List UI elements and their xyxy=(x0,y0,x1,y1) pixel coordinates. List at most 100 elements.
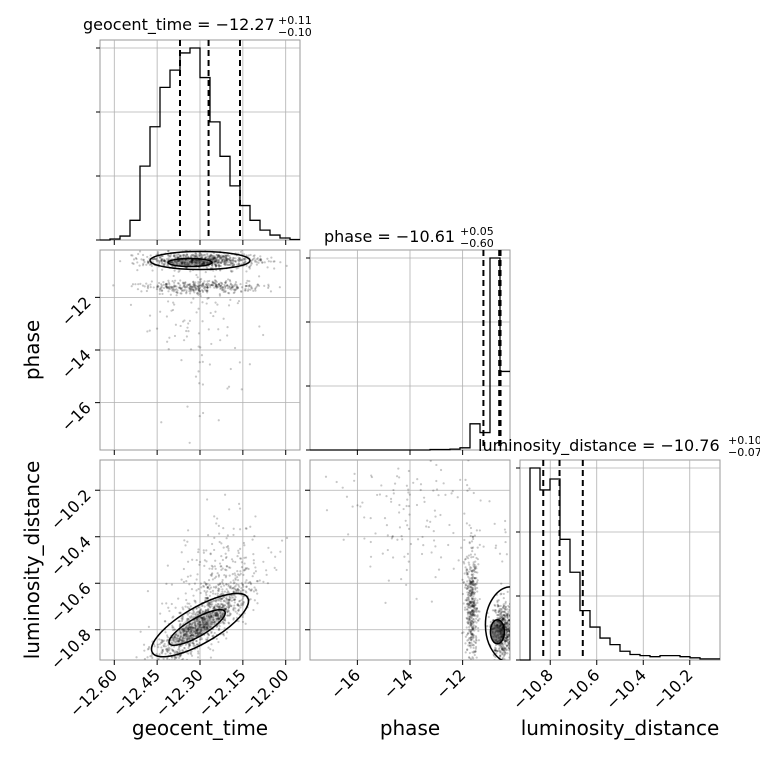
sample-point xyxy=(171,624,174,627)
sample-point xyxy=(219,286,222,289)
sample-point xyxy=(201,260,205,264)
sample-point xyxy=(177,286,180,289)
sample-point xyxy=(179,279,182,282)
sample-point xyxy=(470,593,473,596)
sample-point xyxy=(474,617,478,620)
sample-point xyxy=(167,670,169,672)
sample-point xyxy=(191,621,195,624)
sample-point xyxy=(173,303,176,306)
sample-point xyxy=(504,621,507,624)
sample-point xyxy=(187,628,190,632)
sample-point xyxy=(469,601,472,604)
sample-point xyxy=(214,600,218,603)
sample-point xyxy=(149,254,152,257)
sample-point xyxy=(190,262,193,265)
sample-point xyxy=(335,480,338,484)
sample-point xyxy=(223,256,226,259)
sample-point xyxy=(193,254,196,257)
sample-point xyxy=(225,254,228,257)
sample-point xyxy=(502,604,505,608)
sample-point xyxy=(198,290,202,293)
sample-point xyxy=(224,289,227,293)
sample-point xyxy=(184,637,187,640)
sample-point xyxy=(506,615,509,618)
sample-point xyxy=(183,646,186,650)
sample-point xyxy=(200,623,203,627)
sample-point xyxy=(503,647,507,650)
sample-point xyxy=(505,637,509,640)
sample-point xyxy=(225,260,228,263)
sample-point xyxy=(192,288,195,291)
sample-point xyxy=(473,553,477,556)
sample-point xyxy=(195,634,198,638)
sample-point xyxy=(472,583,475,586)
sample-point xyxy=(471,634,475,637)
sample-point xyxy=(193,621,196,624)
sample-point xyxy=(206,596,209,600)
sample-point xyxy=(205,549,208,552)
sample-point xyxy=(190,627,193,630)
sample-point xyxy=(215,617,219,620)
sample-point xyxy=(183,630,187,633)
sample-point xyxy=(238,613,241,616)
sample-point xyxy=(236,576,239,579)
sample-point xyxy=(219,565,222,568)
sample-point xyxy=(207,534,210,537)
sample-point xyxy=(157,281,161,285)
sample-point xyxy=(148,263,152,266)
sample-point xyxy=(199,638,202,641)
sample-point xyxy=(163,260,167,263)
sample-point xyxy=(209,257,213,261)
sample-point xyxy=(506,590,509,593)
sample-point xyxy=(467,611,470,614)
sample-point xyxy=(466,608,469,611)
sample-point xyxy=(197,260,201,263)
sample-point xyxy=(168,255,171,258)
sample-point xyxy=(469,612,472,615)
sample-point xyxy=(197,587,200,591)
sample-point xyxy=(218,256,221,259)
sample-point xyxy=(209,590,212,594)
sample-point xyxy=(476,590,479,593)
sample-point xyxy=(219,261,222,265)
sample-point xyxy=(187,626,190,629)
sample-point xyxy=(161,669,163,671)
sample-point xyxy=(475,529,478,532)
sample-point xyxy=(157,285,160,288)
sample-point xyxy=(146,589,150,593)
sample-point xyxy=(191,253,194,256)
sample-point xyxy=(192,634,195,637)
sample-point xyxy=(223,258,226,262)
sample-point xyxy=(134,283,137,286)
sample-point xyxy=(205,621,208,624)
sample-point xyxy=(462,581,465,584)
sample-point xyxy=(178,269,181,272)
sample-point xyxy=(192,285,195,288)
sample-point xyxy=(507,647,510,650)
sample-point xyxy=(172,287,175,290)
sample-point xyxy=(245,579,248,582)
sample-point xyxy=(471,668,473,670)
sample-point xyxy=(177,639,180,643)
sample-point xyxy=(511,625,513,627)
sample-point xyxy=(141,284,145,287)
sample-point xyxy=(222,632,225,635)
sample-point xyxy=(196,623,199,626)
sample-point xyxy=(477,639,481,642)
sample-point xyxy=(220,603,224,606)
sample-point xyxy=(233,288,236,291)
sample-point xyxy=(218,294,222,297)
sample-point xyxy=(196,632,199,635)
sample-point xyxy=(196,610,199,613)
sample-point xyxy=(228,285,231,288)
sample-point xyxy=(186,405,189,408)
sample-point xyxy=(166,648,169,651)
sample-point xyxy=(216,605,219,608)
sample-point xyxy=(168,680,170,682)
sample-point xyxy=(196,643,199,646)
sample-point xyxy=(224,257,227,260)
sample-point xyxy=(476,579,479,582)
sample-point xyxy=(471,611,475,614)
sample-point xyxy=(189,285,193,288)
sample-point xyxy=(245,270,248,273)
